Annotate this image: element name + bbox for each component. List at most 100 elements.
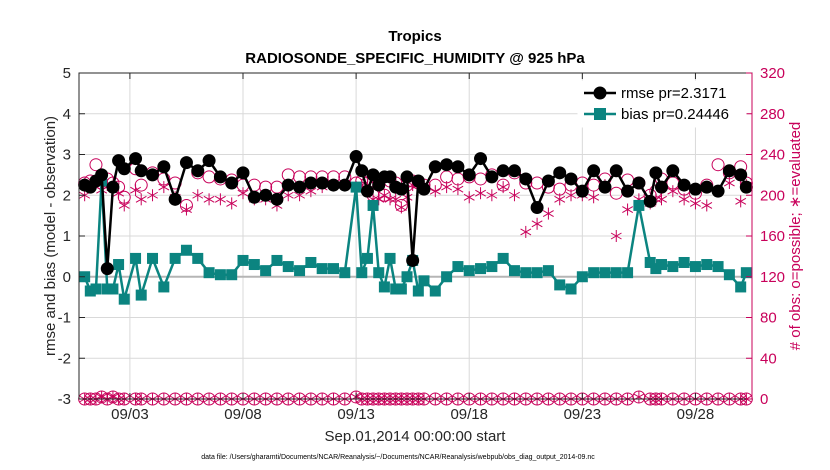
y-tick-label-left: 3 — [63, 147, 71, 164]
rmse-point — [575, 184, 589, 198]
evaluated-obs-point — [237, 187, 249, 200]
bias-point — [350, 181, 362, 193]
rmse-point — [225, 176, 239, 190]
bias-point — [678, 256, 690, 268]
evaluated-obs-point — [520, 225, 532, 238]
rmse-point — [383, 170, 397, 184]
rmse-point — [293, 180, 307, 194]
rmse-point — [734, 168, 748, 182]
bias-point — [644, 256, 656, 268]
bias-point — [316, 263, 328, 275]
bias-point — [740, 267, 752, 279]
bias-point — [339, 267, 351, 279]
bias-point — [356, 267, 368, 279]
evaluated-obs-point — [452, 183, 464, 196]
evaluated-obs-point — [542, 207, 554, 220]
bias-point — [633, 199, 645, 211]
bias-point — [554, 279, 566, 291]
rmse-point — [236, 166, 250, 180]
bias-point — [107, 283, 119, 295]
bias-point — [463, 265, 475, 277]
evaluated-obs-point — [475, 187, 487, 200]
evaluated-obs-point — [463, 191, 475, 204]
evaluated-obs-point — [384, 193, 396, 206]
bias-point — [395, 283, 407, 295]
legend-rmse-label: rmse pr=2.3171 — [621, 85, 726, 102]
rmse-point — [315, 176, 329, 190]
rmse-point — [168, 192, 182, 206]
rmse-point — [146, 168, 160, 182]
legend-bias-label: bias pr=0.24446 — [621, 106, 729, 123]
bias-point — [497, 252, 509, 264]
rmse-point — [247, 190, 261, 204]
data-file-footnote: data file: /Users/gharamti/Documents/NCA… — [201, 454, 595, 461]
bias-point — [689, 261, 701, 273]
x-tick-label: 09/08 — [224, 406, 262, 423]
bias-point — [401, 271, 413, 283]
y-tick-label-right: 320 — [760, 65, 785, 82]
bias-point — [113, 259, 125, 271]
rmse-point — [485, 170, 499, 184]
bias-point — [650, 263, 662, 275]
x-tick-label: 09/13 — [337, 406, 375, 423]
y-axis-label-left: rmse and bias (model - observation) — [42, 116, 59, 356]
bias-point — [294, 265, 306, 277]
rmse-point — [598, 180, 612, 194]
bias-point — [248, 259, 260, 271]
legend: rmse pr=2.3171 bias pr=0.24446 — [577, 80, 747, 128]
evaluated-obs-point — [735, 195, 747, 208]
bias-point — [135, 289, 147, 301]
rmse-point — [394, 182, 408, 196]
rmse-point — [428, 160, 442, 174]
legend-bias-marker — [594, 108, 606, 120]
evaluated-obs-point — [588, 191, 600, 204]
bias-point — [441, 271, 453, 283]
bias-point — [84, 285, 96, 297]
evaluated-obs-point — [497, 181, 509, 194]
rmse-point — [157, 160, 171, 174]
y-tick-label-left: -1 — [58, 310, 71, 327]
rmse-point — [688, 182, 702, 196]
rmse-point — [649, 166, 663, 180]
bias-point — [361, 252, 373, 264]
evaluated-obs-point — [509, 189, 520, 202]
bias-point — [203, 267, 215, 279]
bias-point — [418, 275, 430, 287]
y-tick-label-left: -2 — [58, 350, 71, 367]
evaluated-obs-point — [203, 193, 215, 206]
y-tick-label-right: 0 — [760, 391, 768, 408]
rmse-point — [564, 172, 578, 186]
bias-point — [712, 261, 724, 273]
x-tick-label: 09/28 — [677, 406, 715, 423]
y-tick-label-right: 120 — [760, 269, 785, 286]
rmse-point — [507, 164, 521, 178]
bias-point — [260, 265, 272, 277]
evaluated-obs-point — [622, 203, 634, 216]
bias-point — [610, 267, 622, 279]
rmse-point — [417, 182, 431, 196]
evaluated-obs-point — [486, 189, 498, 202]
bias-point — [367, 199, 379, 211]
rmse-point — [700, 180, 714, 194]
rmse-point — [355, 164, 369, 178]
rmse-point — [95, 168, 109, 182]
y-tick-label-right: 40 — [760, 350, 777, 367]
bias-point — [180, 244, 192, 256]
bias-point — [214, 269, 226, 281]
evaluated-obs-point — [701, 199, 713, 212]
evaluated-obs-point — [610, 230, 622, 242]
possible-obs-point — [89, 158, 103, 172]
y-tick-label-right: 80 — [760, 310, 777, 327]
rmse-point — [349, 150, 363, 164]
evaluated-obs-point — [192, 189, 204, 202]
rmse-point — [281, 178, 295, 192]
bias-point — [723, 269, 735, 281]
rmse-point — [462, 168, 476, 182]
y-tick-label-left: 0 — [63, 269, 71, 286]
bias-point — [282, 261, 294, 273]
y-tick-label-left: 4 — [63, 106, 71, 123]
bias-point — [101, 283, 113, 295]
rmse-point — [259, 188, 273, 202]
y-tick-label-right: 160 — [760, 228, 785, 245]
